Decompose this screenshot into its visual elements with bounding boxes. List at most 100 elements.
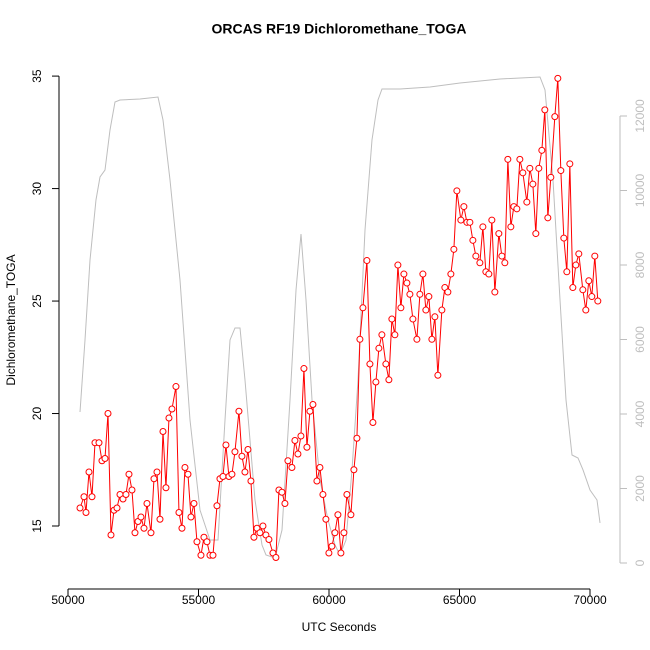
data-point: [203, 538, 211, 546]
data-point: [241, 468, 249, 476]
data-point: [238, 452, 246, 460]
data-point: [372, 378, 380, 386]
data-point: [594, 297, 602, 305]
data-point: [385, 376, 393, 384]
data-point: [172, 383, 180, 391]
data-point: [147, 529, 155, 537]
data-point: [416, 290, 424, 298]
data-point: [406, 290, 414, 298]
data-point: [168, 405, 176, 413]
data-point: [569, 284, 577, 292]
data-point: [143, 500, 151, 508]
data-point: [413, 335, 421, 343]
data-point: [469, 236, 477, 244]
data-point: [359, 304, 367, 312]
data-point: [431, 313, 439, 321]
data-point: [184, 470, 192, 478]
data-point: [193, 538, 201, 546]
data-point: [476, 259, 484, 267]
data-point: [95, 439, 103, 447]
x-tick-label: 55000: [182, 593, 216, 607]
data-point: [340, 529, 348, 537]
data-point: [588, 293, 596, 301]
data-point: [397, 304, 405, 312]
data-point: [391, 331, 399, 339]
data-point: [378, 331, 386, 339]
data-point: [535, 164, 543, 172]
data-point: [150, 475, 158, 483]
data-point: [438, 306, 446, 314]
data-point: [325, 549, 333, 557]
data-point: [453, 187, 461, 195]
data-point: [76, 504, 84, 512]
data-point: [156, 515, 164, 523]
data-point: [303, 443, 311, 451]
data-point: [250, 533, 258, 541]
data-point: [113, 504, 121, 512]
data-point: [582, 306, 590, 314]
data-point: [479, 223, 487, 231]
data-point: [313, 477, 321, 485]
data-point: [300, 365, 308, 373]
data-point: [107, 531, 115, 539]
data-point: [162, 484, 170, 492]
data-point: [572, 261, 580, 269]
data-point: [363, 257, 371, 265]
data-point: [272, 554, 280, 562]
data-point: [347, 511, 355, 519]
chart-title: ORCAS RF19 Dichloromethane_TOGA: [212, 21, 467, 37]
data-point: [337, 549, 345, 557]
data-point: [244, 446, 252, 454]
y2-tick-label: 6000: [633, 326, 647, 353]
data-point: [394, 261, 402, 269]
data-point: [153, 468, 161, 476]
data-point: [516, 155, 524, 163]
data-point: [551, 113, 559, 121]
data-point: [366, 360, 374, 368]
data-point: [294, 450, 302, 458]
data-point: [498, 252, 506, 260]
data-point: [284, 457, 292, 465]
data-point: [457, 216, 465, 224]
data-point: [265, 536, 273, 544]
data-point: [306, 407, 314, 415]
data-point: [434, 371, 442, 379]
data-point: [322, 515, 330, 523]
data-point: [403, 279, 411, 287]
data-point: [460, 203, 468, 211]
x-tick-label: 60000: [312, 593, 346, 607]
data-point: [122, 491, 130, 499]
data-point: [444, 288, 452, 296]
data-point: [281, 500, 289, 508]
y-tick-label: 20: [30, 407, 44, 421]
data-point: [222, 441, 230, 449]
data-point: [356, 335, 364, 343]
data-point: [178, 524, 186, 532]
data-point: [485, 270, 493, 278]
data-point: [104, 410, 112, 418]
data-point: [400, 270, 408, 278]
y2-tick-label: 12000: [633, 99, 647, 133]
data-point: [316, 464, 324, 472]
data-point: [504, 155, 512, 163]
data-point: [343, 491, 351, 499]
data-point: [557, 167, 565, 175]
data-point: [382, 360, 390, 368]
data-point: [181, 464, 189, 472]
data-point: [288, 464, 296, 472]
data-point: [369, 419, 377, 427]
data-point: [80, 493, 88, 501]
data-point: [529, 180, 537, 188]
data-point: [82, 509, 90, 517]
data-point: [231, 448, 239, 456]
data-point: [319, 491, 327, 499]
data-point: [350, 466, 358, 474]
data-point: [547, 173, 555, 181]
data-point: [519, 169, 527, 177]
data-point: [472, 252, 480, 260]
x-tick-label: 70000: [573, 593, 607, 607]
data-point: [560, 234, 568, 242]
data-point: [513, 205, 521, 213]
